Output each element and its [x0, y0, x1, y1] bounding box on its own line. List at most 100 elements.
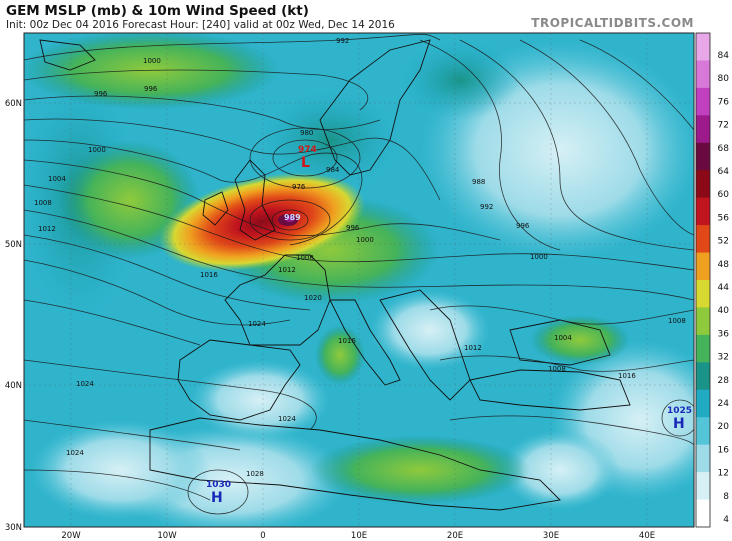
lat-label: 40N [5, 381, 22, 391]
lat-label: 60N [5, 99, 22, 109]
isobar-label: 1012 [278, 266, 296, 274]
colorbar-tick-label: 84 [718, 51, 730, 61]
colorbar-tick-label: 28 [718, 376, 730, 386]
colorbar-tick-label: 64 [718, 167, 730, 177]
isobar-label: 976 [292, 183, 306, 191]
colorbar-tick-label: 56 [718, 213, 730, 223]
colorbar-segment [696, 225, 710, 254]
colorbar-segment [696, 87, 710, 116]
isobar-label: 1004 [554, 334, 572, 342]
lon-label: 40E [639, 531, 655, 541]
colorbar-tick-label: 20 [718, 422, 730, 432]
colorbar-segment [696, 472, 710, 501]
colorbar-tick-label: 36 [718, 329, 730, 339]
isobar-label: 1004 [48, 175, 66, 183]
colorbar-tick-label: 80 [718, 74, 730, 84]
isobar-label: 1000 [143, 57, 161, 65]
isobar-label: 1008 [296, 254, 314, 262]
isobar-label: 1024 [278, 415, 296, 423]
isobar-label: 1000 [88, 146, 106, 154]
colorbar-tick-label: 16 [718, 445, 730, 455]
high-center-value: 1025 [667, 406, 692, 416]
latitude-labels: 60N 50N 40N 30N [5, 99, 22, 533]
isobar-label: 988 [472, 178, 485, 186]
colorbar-tick-label: 76 [718, 97, 730, 107]
low-center-symbol: L [301, 155, 310, 171]
longitude-labels: 20W 10W 0 10E 20E 30E 40E [61, 531, 655, 541]
isobar-label: 996 [516, 222, 530, 230]
colorbar-segment [696, 197, 710, 226]
isobar-label: 980 [300, 129, 313, 137]
isobar-label: 1016 [200, 271, 218, 279]
isobar-label: 1012 [464, 344, 482, 352]
colorbar-segment [696, 170, 710, 199]
isobar-label: 996 [346, 224, 360, 232]
colorbar-tick-label: 4 [723, 515, 729, 525]
colorbar-frame [695, 32, 711, 528]
isobar-label: 992 [480, 203, 493, 211]
isobar-label: 1020 [304, 294, 322, 302]
colorbar-segment [696, 444, 710, 473]
colorbar-segment [696, 307, 710, 336]
colorbar-tick-label: 60 [718, 190, 730, 200]
graticule [24, 33, 694, 527]
isobar-label: 992 [336, 37, 349, 45]
colorbar-tick-label: 12 [718, 469, 729, 479]
low-center-value: 989 [284, 213, 301, 222]
lon-label: 20W [61, 531, 81, 541]
colorbar-tick-label: 40 [718, 306, 730, 316]
isobar-label: 1024 [76, 380, 94, 388]
lon-label: 20E [447, 531, 463, 541]
colorbar-segment [696, 499, 710, 528]
lon-label: 30E [543, 531, 559, 541]
colorbar-segment [696, 252, 710, 281]
colorbar-tick-label: 32 [718, 353, 729, 363]
wind-speed-field [24, 33, 694, 527]
isobar-label: 1016 [618, 372, 636, 380]
colorbar-tick-label: 52 [718, 237, 729, 247]
lon-label: 10W [157, 531, 177, 541]
brand-logo-text: TROPICALTIDBITS.COM [531, 16, 694, 30]
colorbar-tick-label: 24 [718, 399, 730, 409]
colorbar-tick-label: 68 [718, 144, 730, 154]
isobars [24, 33, 694, 515]
isobar-label: 1008 [668, 317, 686, 325]
high-center-symbol: H [211, 490, 223, 506]
colorbar-segment [696, 389, 710, 418]
isobar-label: 1016 [338, 337, 356, 345]
isobar-label: 996 [94, 90, 108, 98]
colorbar-tick-label: 48 [718, 260, 730, 270]
isobar-label: 1024 [248, 320, 266, 328]
lon-label: 10E [351, 531, 367, 541]
isobar-labels: 992 1000 996 996 1000 1004 1008 1012 980… [34, 37, 686, 478]
coastlines [39, 39, 631, 511]
colorbar-tick-label: 72 [718, 121, 729, 131]
colorbar-tick-label: 8 [723, 492, 729, 502]
high-center-value: 1030 [206, 480, 231, 490]
colorbar-segment [696, 60, 710, 89]
colorbar-segment [696, 362, 710, 391]
plot-frame [23, 32, 695, 528]
colorbar-segment [696, 280, 710, 308]
isobar-label: 1000 [356, 236, 374, 244]
map-subtitle: Init: 00z Dec 04 2016 Forecast Hour: [24… [6, 19, 395, 31]
colorbar-segment [696, 417, 710, 446]
lon-label: 0 [260, 531, 265, 541]
isobar-label: 1024 [66, 449, 84, 457]
colorbar-tick-label: 44 [718, 283, 730, 293]
isobar-label: 1012 [38, 225, 56, 233]
colorbar-segment [696, 115, 710, 144]
high-center-symbol: H [673, 416, 685, 432]
colorbar-segment [696, 334, 710, 363]
isobar-label: 1028 [246, 470, 264, 478]
isobar-label: 996 [144, 85, 158, 93]
pressure-centers: 974 L 989 1030 H 1025 H [206, 145, 692, 506]
colorbar-segment [696, 142, 710, 171]
isobar-label: 1000 [530, 253, 548, 261]
isobar-label: 1008 [548, 365, 566, 373]
low-center-value: 974 [298, 145, 317, 155]
lat-label: 50N [5, 240, 22, 250]
isobar-label: 984 [326, 166, 340, 174]
